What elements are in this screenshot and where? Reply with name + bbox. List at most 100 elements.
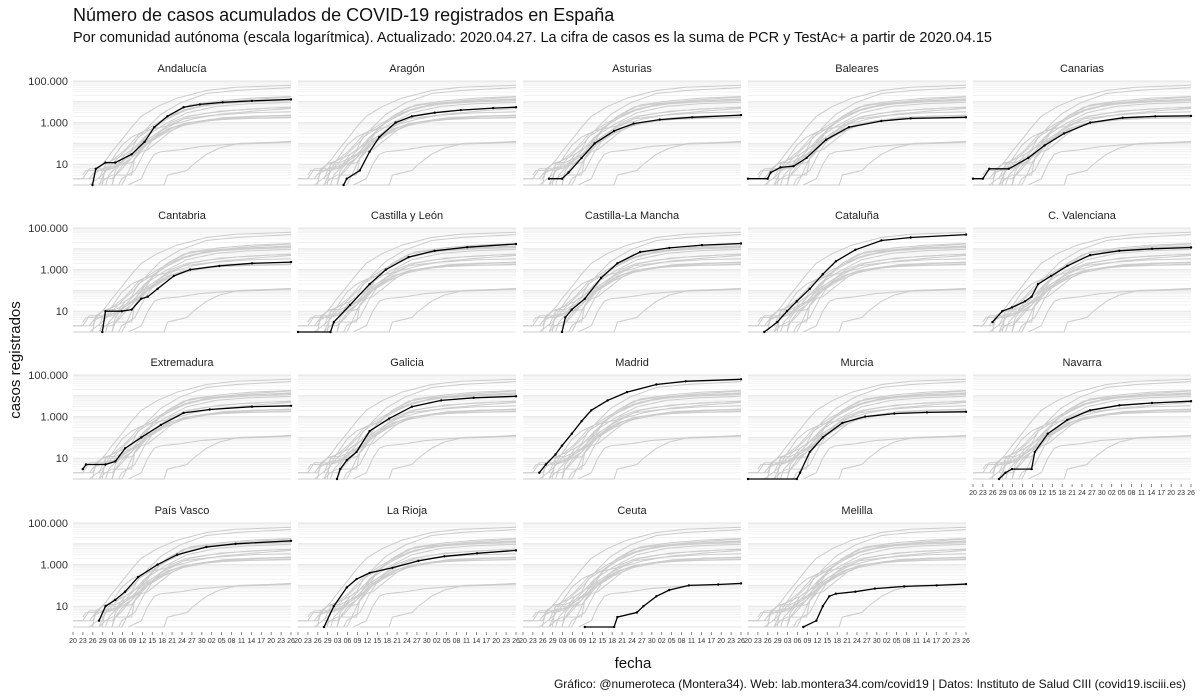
background-series-line — [323, 253, 517, 333]
background-series-line — [773, 549, 967, 628]
series-point — [289, 539, 293, 542]
panel-label: Castilla y León — [371, 210, 443, 222]
x-tick-label: 23 — [529, 638, 537, 645]
panel-label: Madrid — [615, 357, 649, 369]
x-tick-label: 27 — [413, 638, 421, 645]
background-series-line — [538, 526, 742, 622]
x-tick-label: 23 — [952, 638, 960, 645]
background-series-line — [313, 84, 517, 180]
x-tick-label: 26 — [512, 638, 520, 645]
background-series-line — [748, 559, 967, 628]
x-tick-label: 23 — [79, 638, 87, 645]
background-series-line — [307, 111, 517, 176]
series-point — [410, 115, 414, 118]
background-series-line — [98, 254, 292, 333]
series-point — [964, 233, 968, 236]
background-series-line — [313, 87, 517, 186]
series-point — [612, 625, 616, 629]
series-point — [580, 156, 583, 160]
series-point — [433, 249, 436, 252]
x-tick-label: 23 — [1177, 490, 1185, 497]
series-point — [795, 477, 798, 481]
series-point — [763, 330, 766, 334]
highlighted-series-line — [101, 261, 292, 333]
x-tick-label: 15 — [1048, 490, 1056, 497]
background-series-line — [88, 529, 292, 628]
background-series-line — [578, 141, 742, 186]
x-tick-label: 18 — [383, 638, 391, 645]
background-series-line — [88, 84, 292, 180]
x-tick-label: 27 — [863, 638, 871, 645]
background-series-line — [1028, 141, 1192, 186]
x-tick-label: 29 — [999, 490, 1007, 497]
x-tick-label: 06 — [119, 638, 127, 645]
series-point — [391, 566, 394, 569]
background-series-line — [88, 526, 292, 622]
series-point — [863, 415, 867, 418]
series-point — [514, 242, 518, 246]
panel-label: Cantabria — [158, 210, 207, 222]
x-tick-label: 06 — [794, 638, 802, 645]
series-point — [590, 409, 593, 412]
series-point — [560, 444, 564, 447]
series-point — [1043, 144, 1046, 147]
x-tick-label: 24 — [853, 638, 861, 645]
x-tick-label: 06 — [569, 638, 577, 645]
background-series-line — [98, 253, 292, 333]
series-point — [1010, 467, 1014, 471]
series-point — [580, 420, 583, 423]
background-series-line — [523, 117, 742, 186]
series-point — [250, 99, 254, 103]
y-tick-label: 1.000 — [40, 412, 68, 424]
series-point — [1062, 132, 1066, 135]
x-tick-label: 05 — [1118, 490, 1126, 497]
background-series-line — [773, 400, 967, 480]
panel-label: Murcia — [840, 357, 874, 369]
series-point — [492, 106, 495, 110]
x-tick-label: 14 — [472, 638, 480, 645]
background-series-line — [323, 401, 517, 480]
x-tick-label: 17 — [707, 638, 715, 645]
series-point — [805, 156, 808, 160]
background-series-line — [336, 543, 517, 628]
background-series-line — [313, 234, 517, 333]
x-tick-label: 20 — [294, 638, 302, 645]
x-tick-label: 27 — [1088, 490, 1096, 497]
series-point — [1030, 467, 1033, 471]
series-point — [156, 287, 159, 290]
x-tick-label: 20 — [69, 638, 77, 645]
background-series-line — [313, 378, 517, 474]
series-point — [368, 150, 371, 153]
background-series-line — [111, 543, 292, 628]
series-point — [101, 330, 104, 334]
background-series-line — [1011, 101, 1192, 186]
series-point — [684, 380, 687, 383]
y-tick-label: 1.000 — [40, 265, 68, 277]
background-series-line — [561, 543, 742, 628]
background-series-line — [786, 101, 967, 186]
x-tick-label: 30 — [1098, 490, 1106, 497]
background-series-line — [538, 84, 742, 180]
series-point — [971, 177, 975, 180]
highlighted-series-line — [973, 115, 1192, 180]
background-series-line — [82, 553, 292, 618]
series-point — [114, 460, 117, 463]
series-point — [218, 264, 221, 268]
series-point — [345, 177, 348, 180]
background-series-line — [757, 258, 967, 323]
x-tick-label: 18 — [608, 638, 616, 645]
series-point — [394, 121, 397, 124]
x-tick-label: 21 — [168, 638, 176, 645]
background-series-line — [313, 381, 517, 480]
x-tick-label: 23 — [754, 638, 762, 645]
series-point — [1150, 401, 1154, 405]
y-tick-label: 100.000 — [28, 370, 68, 382]
series-point — [1189, 400, 1193, 403]
x-tick-label: 20 — [942, 638, 950, 645]
background-series-line — [548, 549, 742, 628]
series-point — [997, 477, 1001, 481]
series-point — [1118, 249, 1121, 252]
series-point — [560, 330, 564, 334]
background-series-line — [578, 435, 742, 480]
background-series-line — [584, 140, 742, 186]
